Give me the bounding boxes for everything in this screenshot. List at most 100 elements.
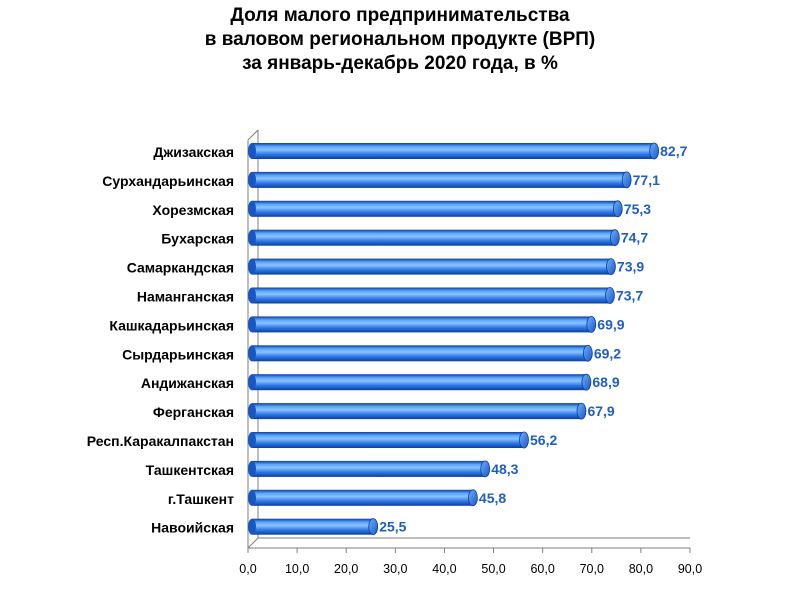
value-label: 77,1: [633, 172, 660, 188]
bar-base-cap: [248, 374, 256, 391]
bar-body: [252, 432, 525, 448]
bar-10: [248, 402, 587, 420]
value-label: 25,5: [379, 519, 406, 535]
bar-base-cap: [248, 171, 256, 188]
value-label: 56,2: [530, 432, 557, 448]
category-label: Ферганская: [153, 404, 234, 420]
bar-body: [252, 200, 618, 217]
bar-4: [248, 229, 620, 247]
category-label: Джизакская: [153, 144, 234, 160]
x-tick-label: 90,0: [678, 562, 702, 576]
value-label: 75,3: [624, 201, 651, 217]
bar-base-cap: [248, 489, 256, 506]
value-label: 45,8: [479, 490, 506, 506]
category-label: г.Ташкент: [168, 491, 234, 507]
x-tick-label: 70,0: [580, 562, 604, 576]
bar-end-cap: [621, 171, 632, 189]
bar-body: [252, 460, 486, 477]
value-label: 69,2: [594, 345, 621, 361]
bar-14: [248, 518, 379, 536]
bar-body: [252, 287, 610, 304]
x-tick-label: 50,0: [481, 562, 505, 576]
category-label: Сырдарьинская: [122, 346, 234, 362]
bars: [248, 142, 660, 536]
axes: [247, 129, 691, 553]
value-label: 74,7: [621, 230, 648, 246]
x-axis-floor-edge: [247, 537, 259, 549]
bar-end-cap: [605, 287, 615, 304]
value-label: 73,9: [617, 259, 644, 275]
category-label: Самаркандская: [127, 260, 234, 276]
chart-title-line-3: за январь-декабрь 2020 года, в %: [242, 53, 558, 74]
bar-body: [252, 374, 587, 391]
bar-body: [252, 171, 627, 188]
category-label: Ташкентская: [146, 462, 234, 478]
x-tick-label: 10,0: [285, 562, 309, 576]
value-label: 82,7: [660, 143, 687, 159]
bar-end-cap: [519, 431, 529, 449]
x-tick-label: 80,0: [629, 562, 653, 576]
bar-end-cap: [612, 200, 623, 218]
bar-end-cap: [582, 344, 593, 362]
value-label: 68,9: [592, 374, 619, 390]
bar-end-cap: [576, 402, 587, 420]
category-label: Сурхандарьинская: [102, 173, 234, 189]
bar-end-cap: [468, 489, 478, 507]
bar-end-cap: [649, 142, 660, 160]
bar-base-cap: [248, 460, 256, 477]
bar-end-cap: [586, 315, 597, 333]
bar-1: [248, 142, 660, 160]
chart-title-line-2: в валовом региональном продукте (ВРП): [204, 29, 596, 50]
bar-11: [248, 431, 529, 449]
labels: 0,0 10,0 20,0 30,0 40,0 50,0 60,0 70,0 80,0 90,0 8…: [87, 143, 702, 576]
bar-body: [252, 316, 592, 333]
bar-end-cap: [480, 460, 491, 478]
bar-end-cap: [609, 229, 620, 247]
x-tick-label: 0,0: [239, 562, 256, 576]
bar-body: [252, 229, 615, 246]
value-label: 48,3: [491, 461, 518, 477]
bar-3: [248, 200, 623, 218]
value-label: 69,9: [597, 316, 624, 332]
bar-7: [248, 315, 597, 333]
bar-base-cap: [248, 258, 256, 275]
bar-end-cap: [581, 373, 592, 391]
category-label: Наманганская: [137, 289, 234, 305]
bar-base-cap: [248, 200, 256, 217]
x-tick-label: 30,0: [383, 562, 407, 576]
bar-8: [248, 344, 593, 362]
bar-2: [248, 171, 632, 189]
bar-body: [252, 403, 582, 420]
bar-5: [248, 258, 616, 276]
bar-body: [252, 518, 374, 535]
value-label: 67,9: [587, 403, 614, 419]
bar-body: [252, 143, 655, 159]
chart-title-line-1: Доля малого предпринимательства: [230, 5, 570, 26]
bar-body: [252, 345, 588, 362]
value-label: 73,7: [616, 288, 643, 304]
bar-base-cap: [248, 229, 256, 246]
bar-12: [248, 460, 491, 478]
x-tick-label: 20,0: [334, 562, 358, 576]
bar-base-cap: [248, 518, 256, 535]
bar-base-cap: [248, 316, 256, 333]
bar-body: [252, 258, 611, 275]
category-label: Бухарская: [161, 231, 234, 247]
y-axis-top-edge: [247, 129, 259, 141]
bar-13: [248, 489, 478, 507]
category-label: Навоийская: [151, 520, 234, 536]
bar-base-cap: [248, 287, 256, 304]
category-label: Респ.Каракалпакстан: [87, 433, 234, 449]
bar-base-cap: [248, 143, 256, 159]
bar-base-cap: [248, 403, 256, 420]
bar-body: [252, 489, 473, 506]
bar-end-cap: [606, 258, 616, 276]
x-tick-label: 40,0: [432, 562, 456, 576]
bar-6: [248, 287, 615, 304]
bar-end-cap: [368, 518, 379, 536]
bar-base-cap: [248, 345, 256, 362]
bar-base-cap: [248, 432, 256, 448]
x-tick-label: 60,0: [530, 562, 554, 576]
